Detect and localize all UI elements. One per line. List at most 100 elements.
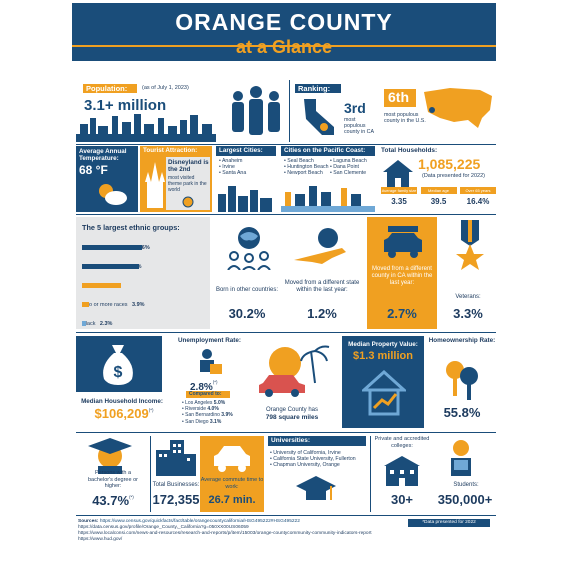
- income-label: Median Household Income:: [81, 398, 163, 405]
- list-item: • San Clemente: [330, 170, 367, 177]
- education-value: 43.7%: [92, 493, 130, 508]
- pacific-label-bg: [281, 146, 375, 156]
- ethnic-item: Asian 23.3%: [82, 274, 206, 293]
- list-item: • Santa Ana: [219, 170, 247, 177]
- households-label: Total Households:: [381, 147, 438, 154]
- ranking-label-bg: [295, 84, 341, 93]
- migration-label-3: Veterans:: [455, 294, 481, 300]
- ethnic-item: Black 2.3%: [82, 312, 206, 327]
- ethnic-panel: [76, 217, 210, 329]
- population-label: Population:: [86, 84, 128, 93]
- briefcase-person-icon: [190, 348, 224, 376]
- compared-label-bg: [186, 391, 230, 398]
- universities-label-bg: [268, 436, 366, 446]
- temperature-value: 68 °F: [79, 163, 108, 177]
- usa-map-icon: [420, 82, 496, 132]
- list-item: • California State University, Fullerton: [270, 456, 356, 463]
- businesses-value: 172,355: [152, 492, 200, 507]
- city-name: • Riverside: [182, 406, 206, 413]
- largest-cities-list: • Anaheim • Irvine • Santa Ana: [219, 158, 246, 177]
- attraction-name: Disneyland is the 2nd: [168, 159, 209, 173]
- ethnic-item: White (Non-Hispanic) 36%: [82, 236, 206, 255]
- source-link[interactable]: https://www.hud.gov/: [78, 537, 123, 542]
- household-stats: Average family size 3.35 Median age 39.5…: [381, 187, 496, 211]
- header-title: ORANGE COUNTY: [175, 9, 393, 35]
- property-label: Median Property Value:: [348, 341, 418, 348]
- migration-label-1: Moved from a different state within the …: [284, 280, 360, 293]
- california-map-icon: [300, 97, 340, 137]
- colleges-label: Private and accredited colleges:: [374, 436, 430, 449]
- ethnic-item: Two or more races 3.9%: [82, 293, 206, 312]
- ethnic-bar: [82, 302, 89, 307]
- attraction-label: Tourist Attraction:: [143, 147, 198, 154]
- car-icon: [382, 224, 424, 260]
- stat-over-65: Over 65 years 16.4%: [460, 187, 496, 211]
- house-icon: [381, 158, 415, 188]
- homeownership-label: Homeownership Rate:: [428, 337, 496, 344]
- svg-text:$: $: [114, 364, 123, 381]
- unemployment-label: Unemployment Rate:: [178, 337, 241, 344]
- college-building-icon: [384, 456, 420, 486]
- migration-value-2: 2.7%: [387, 306, 417, 321]
- ethnic-pct: 36%: [138, 245, 150, 251]
- ethnic-title: The 5 largest ethnic groups:: [82, 223, 180, 232]
- data-note-badge: [408, 519, 490, 527]
- ranking-label: Ranking:: [298, 84, 331, 93]
- ethnic-label: Black: [82, 321, 96, 327]
- divider-h-5: [76, 515, 496, 516]
- migration-label-2: Moved from a different county in CA with…: [371, 266, 433, 286]
- ethnic-bar: [82, 245, 142, 250]
- ethnic-pct: 3.9%: [132, 302, 145, 308]
- sources-line: Sources: https://www.census.gov/quickfac…: [78, 519, 408, 525]
- list-item: • Chapman University, Orange: [270, 462, 340, 469]
- stat-value: 3.35: [391, 197, 407, 206]
- area-text: Orange County has: [265, 407, 319, 413]
- divider-h-2: [76, 214, 496, 215]
- population-label-bg: [83, 84, 137, 93]
- list-item: • San Bernardino 3.9%: [182, 412, 248, 418]
- divider-v-2: [150, 436, 151, 512]
- pacific-list-1: • Seal Beach • Huntington Beach • Newpor…: [284, 158, 329, 177]
- people-crowd-icon: [228, 82, 284, 142]
- ethnic-bar: [82, 283, 121, 288]
- migration-label-0: Born in other countries:: [215, 287, 279, 293]
- ranking-rank: 3rd: [344, 100, 366, 116]
- medal-icon: [182, 196, 194, 208]
- list-item: • Irvine: [219, 164, 235, 171]
- universities-list: • University of California, Irvine • Cal…: [270, 450, 356, 469]
- income-value: $106,209: [94, 406, 149, 421]
- student-icon: [446, 438, 476, 476]
- source-link[interactable]: https://www.census.gov/quickfacts/fact/t…: [99, 519, 300, 524]
- city-pct: 3.9%: [221, 412, 233, 419]
- veteran-medal-icon: [455, 220, 485, 270]
- population-asof: (as of July 1, 2023): [142, 85, 189, 91]
- list-item: • San Diego 3.1%: [182, 419, 248, 425]
- stat-median-age: Median age 39.5: [420, 187, 457, 211]
- source-link[interactable]: https://data.census.gov/profile/Orange_C…: [78, 525, 249, 530]
- income-mark: (*): [148, 407, 154, 413]
- pacific-list-2: • Laguna Beach • Dana Point • San Clemen…: [330, 158, 367, 177]
- grad-cap-icon: [296, 474, 336, 504]
- migration-value-1: 1.2%: [307, 306, 337, 321]
- ethnic-item: Hispanic or Latino 34%: [82, 255, 206, 274]
- area-value: 798 square miles: [265, 414, 319, 421]
- universities-label: Universities:: [271, 437, 311, 444]
- header-banner: [72, 3, 496, 61]
- keys-icon: [443, 358, 483, 402]
- attraction-label-bg: [140, 146, 212, 156]
- stat-family-size: Average family size 3.35: [381, 187, 417, 211]
- city-pct: 3.1%: [209, 418, 222, 425]
- house-chart-icon: [362, 370, 406, 416]
- source-link[interactable]: https://www.localconsi.com/news-and-reso…: [78, 531, 372, 536]
- skyline-image: [76, 112, 216, 142]
- pacific-label: Cities on the Pacific Coast:: [284, 147, 366, 154]
- education-value-wrap: 43.7%(*): [80, 492, 146, 510]
- divider-h-4: [76, 432, 496, 433]
- rank-us-bg: [384, 89, 416, 107]
- divider-h-3: [76, 332, 496, 333]
- list-item: • Newport Beach: [284, 170, 323, 177]
- unemployment-list: • Los Angeles 5.0% • Riverside 4.0% • Sa…: [182, 400, 248, 425]
- sources-block: Sources: https://www.census.gov/quickfac…: [78, 519, 408, 543]
- list-item: • Laguna Beach: [330, 158, 367, 164]
- list-item: • University of California, Irvine: [270, 450, 341, 456]
